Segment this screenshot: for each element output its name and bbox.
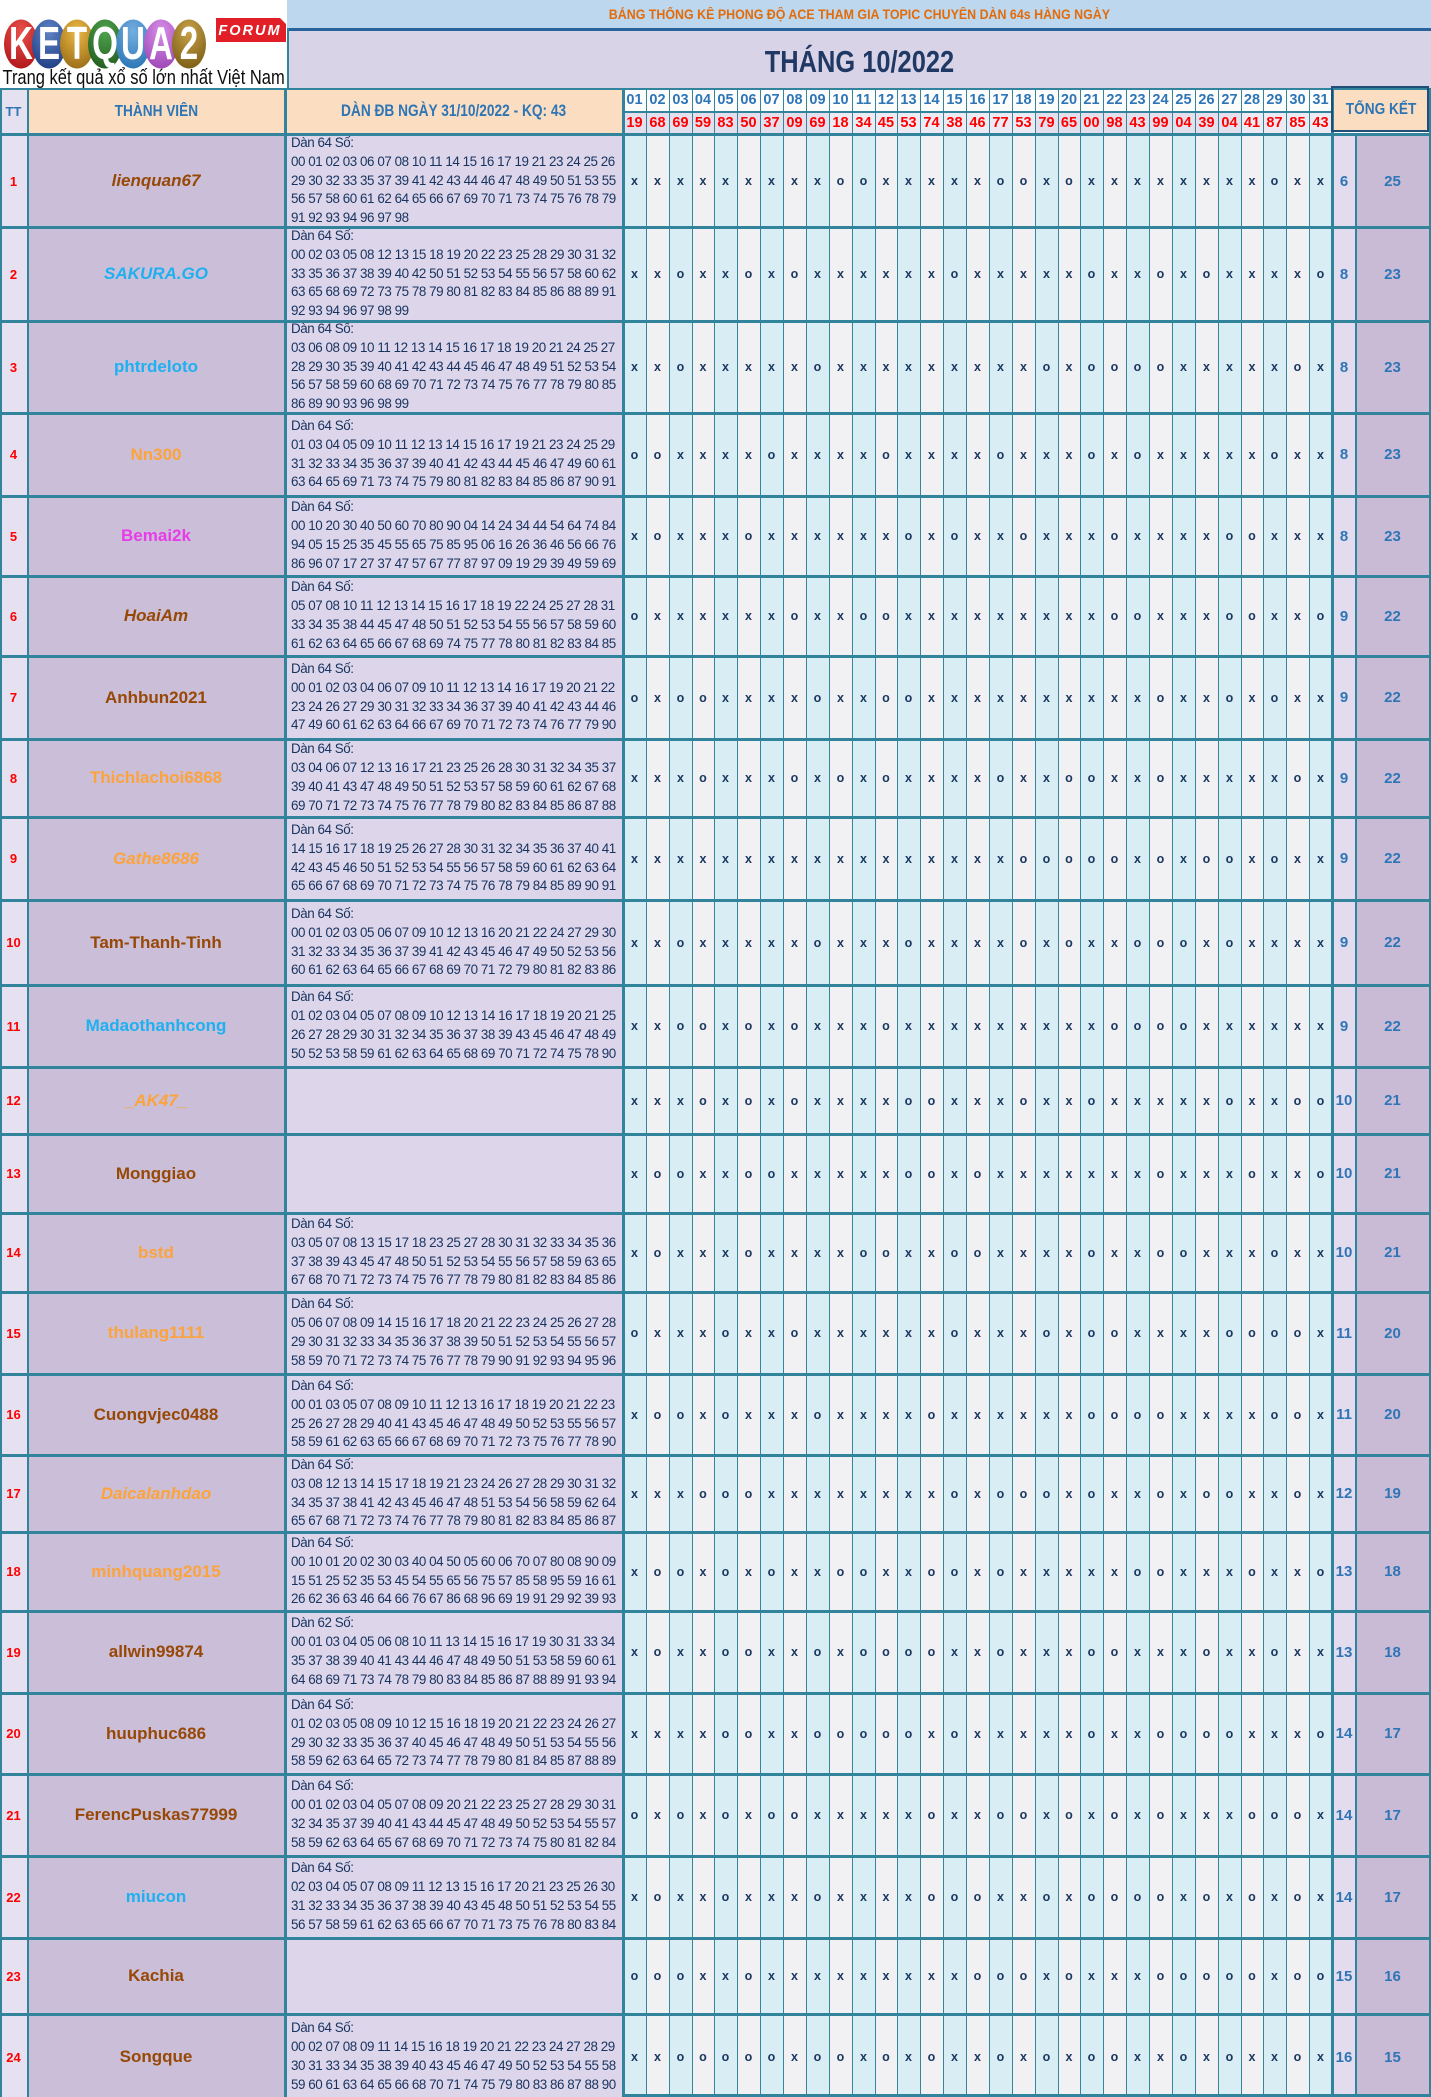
svg-text:U: U	[121, 19, 145, 69]
svg-text:Trang kết quả xổ số lớn nhất V: Trang kết quả xổ số lớn nhất Việt Nam	[2, 65, 284, 88]
svg-text:2: 2	[180, 19, 198, 69]
svg-text:A: A	[149, 19, 173, 69]
svg-text:FORUM: FORUM	[218, 23, 281, 39]
svg-text:K: K	[9, 19, 33, 69]
svg-text:Q: Q	[92, 19, 118, 69]
svg-text:T: T	[67, 19, 88, 69]
svg-text:E: E	[38, 19, 60, 69]
